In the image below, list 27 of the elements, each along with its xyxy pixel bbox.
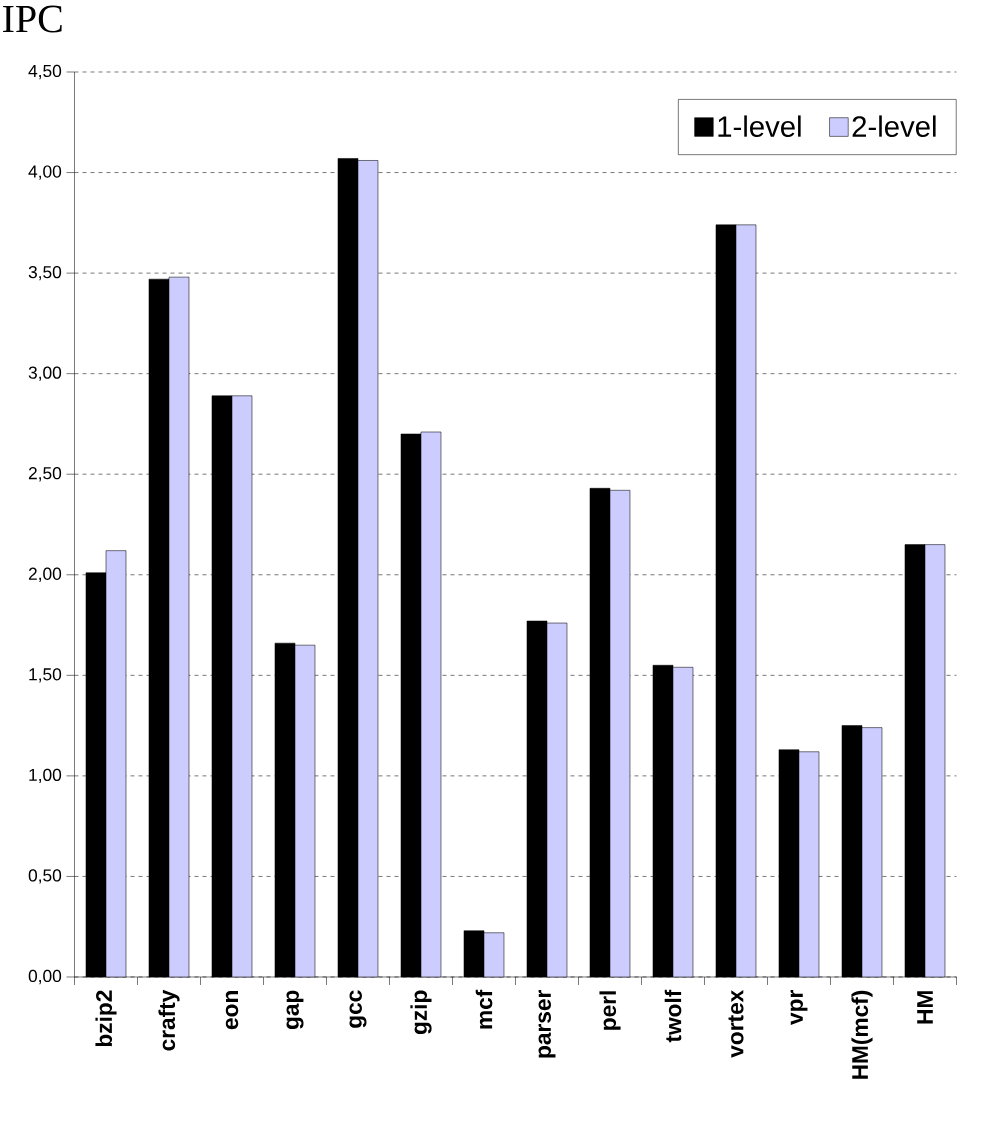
- y-tick-label: 4,50: [28, 64, 62, 80]
- y-tick-label: 2,50: [28, 467, 62, 482]
- y-axis-title: IPC: [3, 5, 62, 33]
- x-tick-label: mcf: [475, 989, 493, 1029]
- x-tick-label: vortex: [728, 989, 744, 1058]
- y-tick-label: 4,00: [28, 165, 62, 180]
- y-tick-label: 1,50: [29, 668, 62, 683]
- legend-label: 1-level: [718, 115, 801, 137]
- x-tick-label: gcc: [349, 990, 367, 1028]
- x-tick-label: vpr: [790, 990, 808, 1025]
- y-tick-label: 3,50: [28, 265, 62, 281]
- legend-label: 2-level: [852, 115, 936, 137]
- y-tick-label: 0,50: [28, 869, 62, 884]
- y-tick-label: 3,00: [28, 366, 62, 381]
- x-tick-label: HM: [917, 991, 933, 1024]
- y-tick-label: 1,00: [29, 768, 62, 784]
- x-tick-label: HM(mcf): [851, 990, 873, 1079]
- x-tick-label: eon: [225, 991, 239, 1030]
- y-tick-label: 0,00: [28, 969, 62, 985]
- x-tick-label: gzip: [410, 990, 432, 1035]
- x-tick-label: bzip2: [95, 990, 117, 1047]
- x-tick-label: crafty: [158, 989, 180, 1051]
- x-tick-label: perl: [599, 991, 621, 1030]
- x-tick-label: gap: [286, 990, 304, 1030]
- y-tick-label: 2,00: [28, 567, 62, 582]
- x-tick-label: twolf: [664, 989, 682, 1043]
- x-tick-label: parser: [538, 990, 556, 1058]
